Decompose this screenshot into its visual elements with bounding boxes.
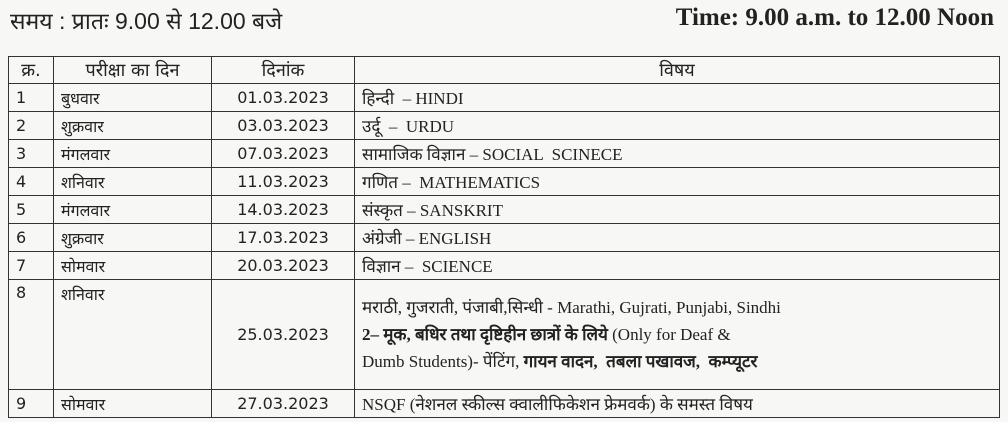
date: 07.03.2023: [211, 139, 355, 168]
day: बुधवार: [53, 83, 212, 112]
subject: NSQF (नेशनल स्कील्स क्वालीफिकेशन फ्रेमवर…: [354, 389, 1000, 418]
subject: मराठी, गुजराती, पंजाबी,सिन्धी - Marathi,…: [354, 279, 1000, 390]
date: 11.03.2023: [211, 167, 355, 196]
subject-text: Dumb Students)- पेंटिंग,: [362, 352, 524, 371]
date: 01.03.2023: [211, 83, 355, 112]
subject-line: मराठी, गुजराती, पंजाबी,सिन्धी - Marathi,…: [362, 298, 781, 317]
subject: विज्ञान – SCIENCE: [354, 251, 1000, 280]
date: 20.03.2023: [211, 251, 355, 280]
table-row: 8 शनिवार 25.03.2023 मराठी, गुजराती, पंजा…: [8, 279, 1000, 390]
table-row: 2 शुक्रवार 03.03.2023 उर्दू – URDU: [8, 111, 1000, 140]
table-row: 4 शनिवार 11.03.2023 गणित – MATHEMATICS: [8, 167, 1000, 196]
col-day: परीक्षा का दिन: [53, 56, 212, 84]
col-subject: विषय: [354, 56, 1000, 84]
subject: हिन्दी – HINDI: [354, 83, 1000, 112]
subject-line: Dumb Students)- पेंटिंग, गायन वादन, तबला…: [362, 348, 992, 375]
subject-text: (Only for Deaf &: [607, 325, 731, 344]
date: 27.03.2023: [211, 389, 355, 418]
table-row: 7 सोमवार 20.03.2023 विज्ञान – SCIENCE: [8, 251, 1000, 280]
day: सोमवार: [53, 389, 212, 418]
serial: 7: [8, 251, 54, 280]
subject-line: 2– मूक, बधिर तथा दृष्टिहीन छात्रों के लि…: [362, 321, 992, 348]
day: शनिवार: [53, 279, 212, 390]
serial: 1: [8, 83, 54, 112]
table-row: 5 मंगलवार 14.03.2023 संस्कृत – SANSKRIT: [8, 195, 1000, 224]
day: शुक्रवार: [53, 223, 212, 252]
subject-bold: 2– मूक, बधिर तथा दृष्टिहीन छात्रों के लि…: [362, 325, 608, 344]
day: शुक्रवार: [53, 111, 212, 140]
date: 14.03.2023: [211, 195, 355, 224]
serial: 2: [8, 111, 54, 140]
day: सोमवार: [53, 251, 212, 280]
col-date: दिनांक: [211, 56, 355, 84]
exam-schedule-table: क्र. परीक्षा का दिन दिनांक विषय 1 बुधवार…: [8, 56, 1000, 418]
serial: 3: [8, 139, 54, 168]
day: मंगलवार: [53, 195, 212, 224]
date: 17.03.2023: [211, 223, 355, 252]
col-serial: क्र.: [8, 56, 54, 84]
subject: अंग्रेजी – ENGLISH: [354, 223, 1000, 252]
serial: 4: [8, 167, 54, 196]
table-row: 3 मंगलवार 07.03.2023 सामाजिक विज्ञान – S…: [8, 139, 1000, 168]
subject: गणित – MATHEMATICS: [354, 167, 1000, 196]
subject: सामाजिक विज्ञान – SOCIAL SCINECE: [354, 139, 1000, 168]
date: 25.03.2023: [211, 279, 355, 390]
time-english: Time: 9.00 a.m. to 12.00 Noon: [675, 4, 994, 31]
table-row: 9 सोमवार 27.03.2023 NSQF (नेशनल स्कील्स …: [8, 389, 1000, 418]
time-hindi: समय : प्रातः 9.00 से 12.00 बजे: [10, 8, 283, 34]
table-header: क्र. परीक्षा का दिन दिनांक विषय: [8, 56, 1000, 84]
table-row: 6 शुक्रवार 17.03.2023 अंग्रेजी – ENGLISH: [8, 223, 1000, 252]
subject: संस्कृत – SANSKRIT: [354, 195, 1000, 224]
subject: उर्दू – URDU: [354, 111, 1000, 140]
serial: 5: [8, 195, 54, 224]
day: शनिवार: [53, 167, 212, 196]
subject-bold: गायन वादन, तबला पखावज, कम्प्यूटर: [523, 352, 758, 371]
table-row: 1 बुधवार 01.03.2023 हिन्दी – HINDI: [8, 83, 1000, 112]
day: मंगलवार: [53, 139, 212, 168]
serial: 9: [8, 389, 54, 418]
serial: 8: [8, 279, 54, 390]
serial: 6: [8, 223, 54, 252]
date: 03.03.2023: [211, 111, 355, 140]
